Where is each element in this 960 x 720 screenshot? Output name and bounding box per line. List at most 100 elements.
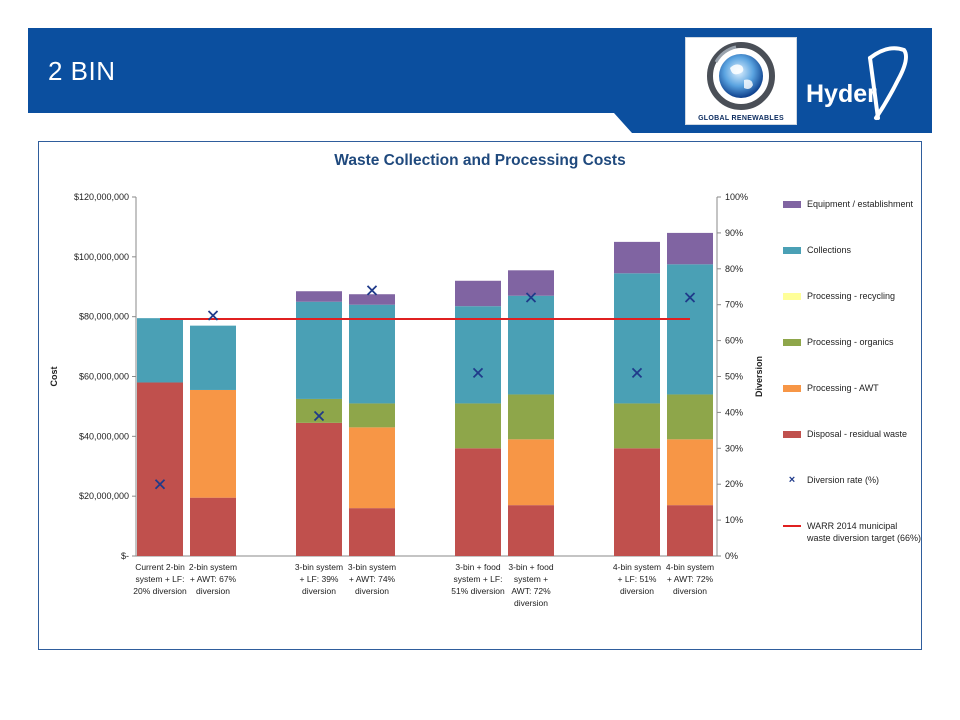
diversion-marker [472, 367, 484, 379]
bar-segment [508, 295, 554, 395]
legend-swatch [783, 339, 801, 346]
x-tick-label: + AWT: 67% [190, 574, 237, 584]
legend-label: Processing - recycling [807, 291, 896, 301]
chart-container: Waste Collection and Processing Costs $-… [38, 141, 922, 650]
bar-segment [190, 325, 236, 390]
bar-segment [667, 232, 713, 265]
x-tick-label: 2-bin system [189, 562, 237, 572]
x-tick-label: diversion [302, 586, 336, 596]
diversion-marker [631, 367, 643, 379]
bar-segment [667, 264, 713, 395]
global-renewables-text: GLOBAL RENEWABLES [698, 115, 784, 122]
bar-segment [508, 439, 554, 506]
bar-segment [190, 497, 236, 556]
x-tick-label: + AWT: 74% [349, 574, 396, 584]
x-tick-label: 3-bin + food [508, 562, 553, 572]
globe-icon [707, 42, 775, 110]
y-tick-label: $40,000,000 [79, 431, 129, 441]
diversion-marker [525, 292, 537, 303]
bar-segment [349, 403, 395, 428]
legend-item: Equipment / establishment [783, 198, 923, 210]
y-tick-label: $80,000,000 [79, 312, 129, 322]
legend-label: Processing - AWT [807, 383, 879, 393]
slide-title: 2 BIN [48, 56, 116, 86]
y-tick-label: $- [121, 551, 129, 561]
bar-segment [296, 422, 342, 556]
diversion-marker [207, 310, 219, 321]
legend-item: Processing - AWT [783, 382, 923, 394]
x-tick-label: + LF: 51% [618, 574, 657, 584]
diversion-marker [366, 285, 378, 296]
x-tick-label: 3-bin system [348, 562, 396, 572]
bar-segment [296, 301, 342, 399]
legend-label: Collections [807, 245, 852, 255]
legend-item: Processing - recycling [783, 290, 923, 302]
diversion-marker [154, 479, 166, 490]
diversion-marker [313, 410, 325, 422]
bar-segment [296, 398, 342, 423]
bar-segment [190, 389, 236, 498]
header-banner: 2 BIN GLOBAL RENEWABLES Hyder [28, 28, 932, 133]
y2-tick-label: 10% [725, 515, 743, 525]
x-tick-label: diversion [620, 586, 654, 596]
y-tick-label: $60,000,000 [79, 372, 129, 382]
x-tick-label: 20% diversion [133, 586, 187, 596]
y2-tick-label: 20% [725, 479, 743, 489]
bar-segment [508, 270, 554, 296]
x-tick-label: diversion [355, 586, 389, 596]
x-tick-label: system + [514, 574, 548, 584]
legend-item: × Diversion rate (%) [783, 474, 923, 486]
legend-label: Equipment / establishment [807, 199, 914, 209]
bar-segment [137, 382, 183, 556]
y-axis-title: Cost [49, 366, 59, 386]
x-tick-label: 51% diversion [451, 586, 505, 596]
legend-item: Collections [783, 244, 923, 256]
bar-segment [349, 427, 395, 509]
bar-segment [455, 306, 501, 404]
bar-segment [349, 508, 395, 556]
y2-tick-label: 60% [725, 336, 743, 346]
bar-segment [455, 280, 501, 307]
bar-segment [349, 304, 395, 404]
y2-tick-label: 50% [725, 372, 743, 382]
bar-segment [508, 505, 554, 556]
x-tick-label: AWT: 72% [511, 586, 551, 596]
y2-tick-label: 0% [725, 551, 738, 561]
legend-item: Processing - organics [783, 336, 923, 348]
diversion-marker [684, 292, 696, 303]
x-tick-label: + AWT: 72% [667, 574, 714, 584]
x-tick-label: diversion [673, 586, 707, 596]
bar-segment [614, 273, 660, 404]
chart-title: Waste Collection and Processing Costs [334, 152, 626, 169]
legend-label: Processing - organics [807, 337, 894, 347]
legend-label: Disposal - residual waste [807, 429, 908, 439]
chart-plot: $- $20,000,000 $40,000,000 $60,000,000 $80,0… [49, 192, 764, 608]
bar-segment [455, 403, 501, 449]
y-tick-label: $120,000,000 [74, 192, 129, 202]
legend-marker-icon: × [788, 474, 796, 486]
y2-tick-label: 90% [725, 228, 743, 238]
y2-tick-label: 100% [725, 192, 748, 202]
x-tick-label: Current 2-bin [135, 562, 185, 572]
x-tick-label: diversion [514, 598, 548, 608]
x-tick-label: system + LF: [136, 574, 185, 584]
legend-swatch [783, 293, 801, 300]
y2-tick-label: 80% [725, 264, 743, 274]
legend-swatch [783, 385, 801, 392]
bar-segment [455, 448, 501, 556]
legend-swatch [783, 247, 801, 254]
legend-swatch [783, 201, 801, 208]
x-tick-label: diversion [196, 586, 230, 596]
y2-tick-label: 70% [725, 300, 743, 310]
y2-tick-label: 30% [725, 443, 743, 453]
hyder-swoosh-icon [868, 46, 908, 120]
bar-segment [137, 318, 183, 383]
global-renewables-logo: GLOBAL RENEWABLES [685, 37, 797, 125]
bar-segment [667, 394, 713, 440]
hyder-logo: Hyder [800, 36, 920, 126]
bar-segment [614, 241, 660, 274]
bar-segment [349, 294, 395, 305]
legend-label: WARR 2014 municipal waste diversion targ… [807, 521, 922, 543]
y2-axis-title: Diversion [754, 356, 764, 397]
x-tick-label: 4-bin system [666, 562, 714, 572]
